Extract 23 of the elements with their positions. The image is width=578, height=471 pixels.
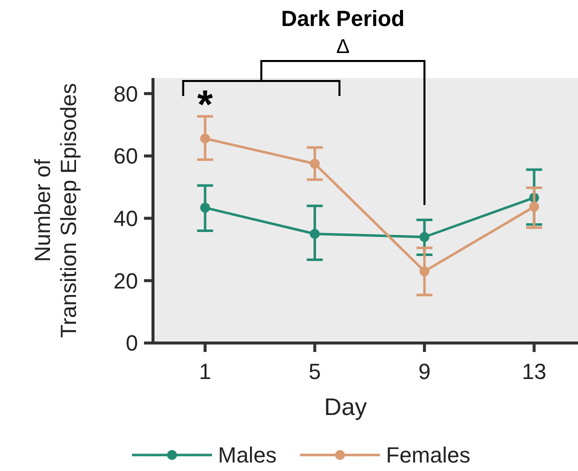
x-axis-title: Day — [324, 394, 367, 421]
point — [419, 232, 430, 242]
point — [200, 202, 210, 213]
y-tick-label: 60 — [114, 144, 138, 169]
x-tick-label: 13 — [522, 359, 546, 384]
x-tick-label: 5 — [308, 359, 321, 384]
y-tick-label: 40 — [114, 206, 138, 231]
legend-label: Females — [386, 442, 470, 468]
point — [419, 266, 430, 276]
y-tick-label: 80 — [114, 81, 138, 106]
chart-title: Dark Period — [281, 6, 405, 31]
point — [200, 133, 210, 144]
legend-label: Males — [218, 442, 277, 468]
y-tick-label: 0 — [126, 330, 138, 356]
y-axis-title: Number of Transition Sleep Episodes — [30, 83, 81, 338]
point — [310, 228, 320, 239]
y-tick-label: 20 — [114, 268, 138, 294]
x-tick-label: 1 — [198, 359, 212, 384]
text: Δ — [336, 36, 350, 58]
x-tick-label: 9 — [418, 359, 431, 384]
annotation: * — [197, 83, 214, 127]
point — [529, 202, 540, 212]
point — [310, 158, 320, 169]
